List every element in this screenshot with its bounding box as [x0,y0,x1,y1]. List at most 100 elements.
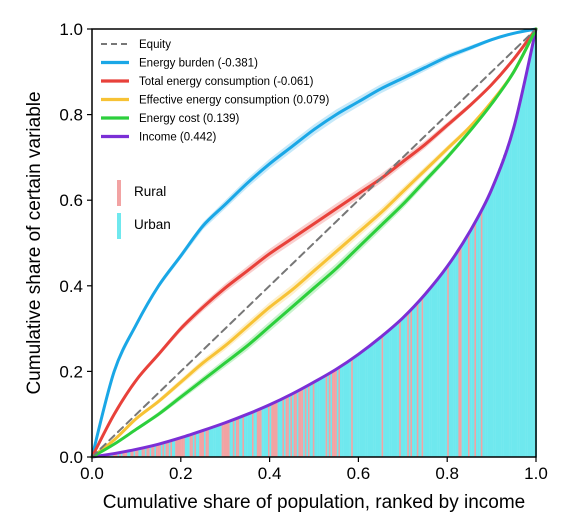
population-bar [448,262,451,457]
population-bar [285,396,288,457]
population-bar [188,435,190,457]
population-bar [124,451,126,457]
population-bar [184,436,187,457]
population-bar [424,293,427,457]
x-tick-label: 0.6 [347,464,371,483]
bar-legend: Rural Urban [117,180,171,239]
series-line [90,27,538,459]
population-bar [492,186,494,457]
population-bar [116,453,118,457]
population-bar [117,452,120,457]
population-bar [325,374,328,457]
population-bar [308,384,310,457]
population-bar [328,373,331,457]
x-tick-label: 1.0 [524,464,548,483]
population-bar [517,107,520,457]
population-bar [357,354,360,457]
population-bar [127,450,129,457]
population-bar [452,257,454,457]
population-bar [248,413,251,457]
population-bar [488,193,491,458]
population-bar [383,334,385,457]
population-bar [252,411,254,457]
population-bar [274,402,277,457]
legend-item: Effective energy consumption (0.079) [101,95,329,107]
population-bar [348,360,350,457]
population-bar [434,281,437,457]
population-bar [479,211,481,457]
x-axis-ticks: 0.0 0.2 0.4 0.6 0.8 1.0 [80,457,548,483]
legend-label: Energy burden (-0.381) [139,58,258,70]
population-bar [162,442,165,457]
population-bar [314,381,317,457]
population-bar [135,449,137,457]
population-bar [282,398,285,457]
population-bar [407,312,409,457]
y-tick-label: 0.0 [59,448,83,467]
y-tick-label: 0.8 [59,106,83,125]
population-bar [455,252,457,457]
population-bar [133,449,136,457]
population-bar [373,341,376,457]
legend-item: Income (0.442) [101,132,217,144]
population-bar [418,300,421,457]
population-bar [533,36,536,458]
population-bar [260,408,262,457]
population-bar [485,199,488,457]
population-bar [295,391,297,457]
population-bar [263,407,265,457]
population-bar [149,446,152,457]
population-bar [176,438,179,457]
population-bar [146,446,149,457]
population-bar [205,429,208,457]
population-bar [349,359,352,457]
population-bar [157,444,160,457]
population-bar [264,406,267,457]
legend-item: Energy cost (0.139) [101,113,240,125]
population-bar [240,416,243,457]
population-bar [520,92,523,457]
y-tick-label: 0.6 [59,191,83,210]
population-bar [338,367,341,457]
population-bar [316,380,318,457]
legend-item: Energy burden (-0.381) [101,58,258,70]
legend-label: Income (0.442) [139,132,217,144]
y-axis-ticks: 0.0 0.2 0.4 0.6 0.8 1.0 [59,20,92,467]
population-bar [386,331,389,457]
population-bar [293,392,296,457]
population-bar [410,308,413,457]
population-bar [423,295,425,457]
population-bar [412,307,414,457]
x-tick-label: 0.2 [169,464,193,483]
population-bar [466,235,469,457]
population-bar [432,283,435,457]
population-bar [351,358,353,457]
population-bar [336,368,339,457]
population-bar [156,444,158,457]
population-bar [191,434,193,457]
population-bar [405,314,408,457]
population-bar [440,273,443,457]
population-bar [220,424,222,457]
population-bar [493,181,496,458]
population-bar [428,289,430,457]
population-bar [296,390,299,457]
population-bar [253,411,256,457]
population-bar [111,453,113,457]
population-bar [192,433,195,457]
population-bar [132,449,134,457]
series-line [90,27,538,459]
population-bar [301,388,304,457]
legend-label: Effective energy consumption (0.079) [139,95,329,107]
population-bar [120,452,123,457]
population-bar [256,409,259,457]
population-bar [167,441,169,457]
population-bar [365,348,368,457]
x-axis-label: Cumulative share of population, ranked b… [103,492,525,513]
bar-legend-swatch [117,213,121,239]
population-bar [420,298,422,457]
population-bar [332,371,334,457]
population-bar [352,357,355,457]
population-bar [148,446,150,457]
population-bar [180,437,182,457]
